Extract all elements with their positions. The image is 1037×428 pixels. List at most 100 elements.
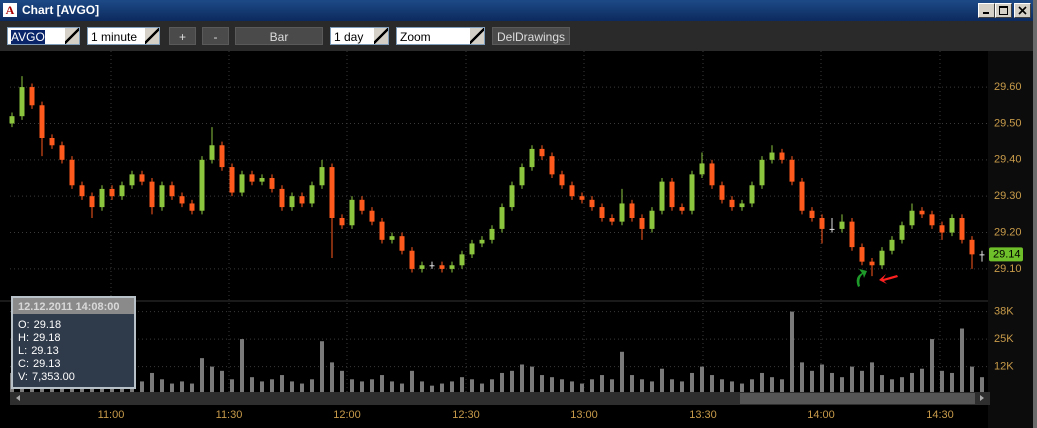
candle-body [749, 185, 755, 204]
volume-bar [660, 368, 664, 392]
candle-body [99, 188, 105, 208]
volume-bar [960, 328, 964, 392]
y-tick-label: 29.20 [994, 226, 1022, 238]
x-tick-label: 11:00 [98, 409, 125, 421]
red-arrow [879, 274, 898, 284]
candle-body [939, 225, 945, 233]
info-label: C: [18, 358, 29, 370]
candle-body [439, 265, 445, 269]
range-select[interactable]: 1 day [330, 27, 389, 45]
candle-body [909, 210, 915, 226]
volume-bar [400, 383, 404, 392]
y-tick-label: 29.30 [994, 190, 1022, 202]
style-button[interactable]: Bar [235, 27, 323, 45]
volume-bar [680, 381, 684, 392]
volume-bar [950, 372, 954, 392]
info-label: O: [18, 319, 30, 331]
scroll-thumb[interactable] [740, 393, 975, 404]
minimize-button[interactable] [978, 3, 995, 18]
y-tick-label: 29.50 [994, 117, 1022, 129]
candle-body [109, 188, 115, 197]
volume-bar [280, 375, 284, 392]
candle-body [29, 87, 35, 106]
volume-bar [440, 383, 444, 392]
candle-body [169, 185, 175, 197]
candle-body [549, 156, 555, 175]
candle-body [969, 239, 975, 255]
last-price-label: 29.14 [993, 248, 1021, 260]
maximize-button[interactable] [995, 3, 1012, 18]
mode-select[interactable]: Zoom [396, 27, 485, 45]
interval-select[interactable]: 1 minute [87, 27, 160, 45]
volume-bar [550, 377, 554, 392]
candle-body [389, 236, 395, 240]
volume-bar [510, 370, 514, 392]
volume-bar [790, 311, 794, 392]
volume-bar [520, 364, 524, 392]
candle-body [659, 181, 665, 211]
zoom-out-button[interactable]: - [202, 27, 229, 45]
volume-bar [730, 381, 734, 392]
candle-body [529, 148, 535, 168]
volume-bar [410, 370, 414, 392]
volume-bar [890, 379, 894, 392]
candle-body [569, 185, 575, 197]
candle-body [729, 199, 735, 208]
volume-bar [770, 377, 774, 392]
volume-bar [650, 381, 654, 392]
volume-bar [760, 372, 764, 392]
volume-bar [750, 379, 754, 392]
volume-bar [240, 339, 244, 392]
symbol-select[interactable]: AVGO [7, 27, 80, 45]
candle-body [769, 152, 775, 160]
volume-bar [980, 377, 984, 392]
candle-body [409, 250, 415, 269]
volume-bar [860, 370, 864, 392]
zoom-in-button[interactable]: + [169, 27, 196, 45]
candle-body [929, 214, 935, 226]
info-value: 29.18 [33, 332, 61, 344]
candle-body [339, 218, 345, 226]
candle-body [719, 185, 725, 200]
candle-body [119, 185, 125, 197]
candle-body [329, 167, 335, 218]
candle-body [869, 261, 875, 266]
candle-body [499, 207, 505, 229]
candle-body [809, 210, 815, 218]
volume-bar [610, 379, 614, 392]
close-button[interactable] [1014, 3, 1031, 18]
candle-body [559, 174, 565, 186]
candle-body [609, 218, 615, 222]
toolbar: AVGO 1 minute + - Bar 1 day Zoom DelDraw… [0, 21, 1033, 51]
info-line: V: 7,353.00 [18, 371, 75, 383]
volume-bar [840, 377, 844, 392]
candle-body [369, 210, 375, 222]
candle-body [579, 196, 585, 200]
volume-bar [670, 379, 674, 392]
volume-bar [590, 379, 594, 392]
info-value: 7,353.00 [32, 371, 75, 383]
candle-body [819, 218, 825, 229]
x-tick-label: 12:30 [452, 409, 480, 421]
volume-bar [360, 381, 364, 392]
volume-bar [970, 366, 974, 392]
volume-bar [310, 379, 314, 392]
info-value: 29.18 [34, 319, 62, 331]
volume-bar [500, 372, 504, 392]
del-drawings-button[interactable]: DelDrawings [492, 27, 570, 45]
green-arrow [856, 269, 867, 287]
volume-bar [350, 379, 354, 392]
candle-body [299, 196, 305, 204]
candle-body [179, 196, 185, 204]
info-line: O: 29.18 [18, 319, 61, 331]
volume-bar [290, 381, 294, 392]
candle-body [259, 178, 265, 182]
candle-body [629, 203, 635, 218]
candle-body [889, 239, 895, 251]
candle-body [59, 145, 65, 160]
volume-tick-label: 12K [994, 361, 1014, 373]
candle-body [849, 221, 855, 248]
volume-bar [570, 381, 574, 392]
candle-body [399, 236, 405, 251]
candle-body [269, 178, 275, 189]
